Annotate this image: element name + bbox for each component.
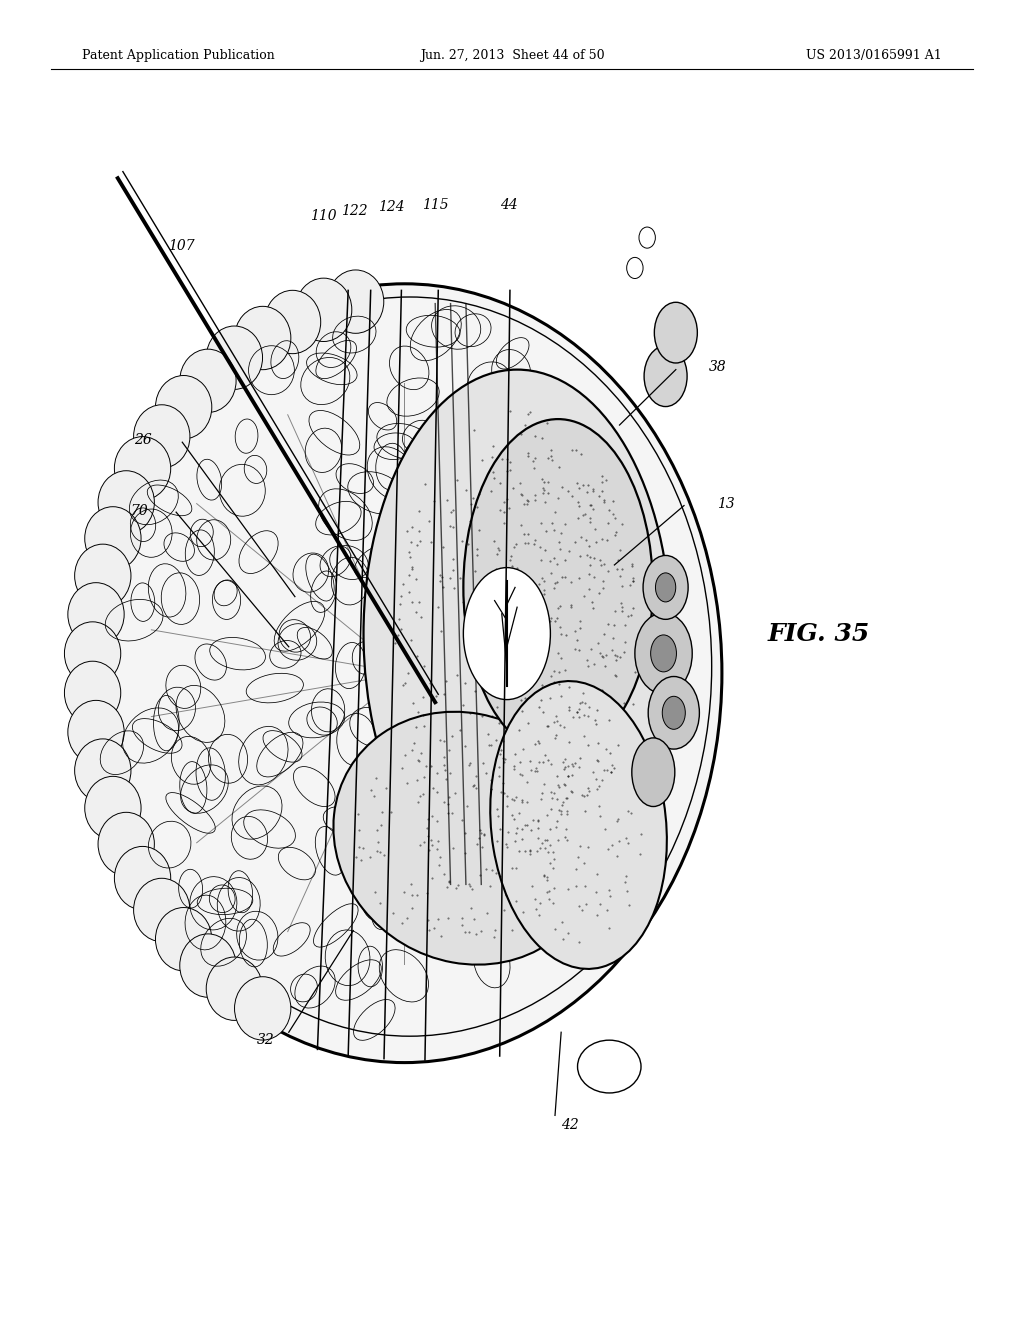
Ellipse shape — [180, 350, 237, 413]
Ellipse shape — [296, 279, 352, 342]
Ellipse shape — [87, 284, 722, 1063]
Ellipse shape — [115, 437, 171, 500]
Ellipse shape — [156, 375, 212, 438]
Text: 13: 13 — [717, 498, 734, 511]
Text: 124: 124 — [378, 201, 404, 214]
Ellipse shape — [635, 612, 692, 694]
Text: 32: 32 — [257, 1034, 274, 1047]
Ellipse shape — [68, 582, 124, 645]
Ellipse shape — [234, 977, 291, 1040]
Ellipse shape — [65, 622, 121, 685]
Ellipse shape — [644, 346, 687, 407]
Text: 42: 42 — [561, 1118, 579, 1131]
Ellipse shape — [85, 507, 141, 570]
Ellipse shape — [85, 776, 141, 840]
Ellipse shape — [648, 676, 699, 748]
Ellipse shape — [334, 711, 598, 965]
Ellipse shape — [98, 471, 155, 535]
Ellipse shape — [206, 957, 262, 1020]
Ellipse shape — [115, 846, 171, 909]
Ellipse shape — [180, 933, 237, 997]
Ellipse shape — [654, 302, 697, 363]
Ellipse shape — [632, 738, 675, 807]
Text: FIG. 35: FIG. 35 — [768, 622, 870, 645]
Ellipse shape — [98, 812, 155, 875]
Ellipse shape — [463, 568, 551, 700]
Ellipse shape — [627, 257, 643, 279]
Text: 70: 70 — [131, 504, 148, 517]
Text: Jun. 27, 2013  Sheet 44 of 50: Jun. 27, 2013 Sheet 44 of 50 — [420, 49, 604, 62]
Ellipse shape — [463, 418, 653, 755]
Text: 26: 26 — [134, 433, 152, 446]
Text: US 2013/0165991 A1: US 2013/0165991 A1 — [806, 49, 942, 62]
Ellipse shape — [328, 271, 384, 334]
Ellipse shape — [75, 739, 131, 803]
Ellipse shape — [75, 544, 131, 607]
Ellipse shape — [234, 306, 291, 370]
Text: 38: 38 — [709, 360, 726, 374]
Ellipse shape — [364, 370, 671, 898]
Ellipse shape — [650, 635, 677, 672]
Text: 107: 107 — [168, 239, 195, 252]
Ellipse shape — [206, 326, 262, 389]
Ellipse shape — [156, 908, 212, 972]
Text: 110: 110 — [310, 210, 337, 223]
Ellipse shape — [490, 681, 667, 969]
Ellipse shape — [578, 1040, 641, 1093]
Ellipse shape — [663, 697, 685, 729]
Text: 44: 44 — [500, 198, 518, 211]
Ellipse shape — [133, 405, 189, 469]
Ellipse shape — [65, 661, 121, 725]
Text: 115: 115 — [422, 198, 449, 211]
Text: Patent Application Publication: Patent Application Publication — [82, 49, 274, 62]
Ellipse shape — [133, 878, 189, 941]
Ellipse shape — [655, 573, 676, 602]
Ellipse shape — [643, 556, 688, 619]
Ellipse shape — [264, 290, 321, 354]
Ellipse shape — [639, 227, 655, 248]
Ellipse shape — [68, 701, 124, 764]
Text: 122: 122 — [341, 205, 368, 218]
